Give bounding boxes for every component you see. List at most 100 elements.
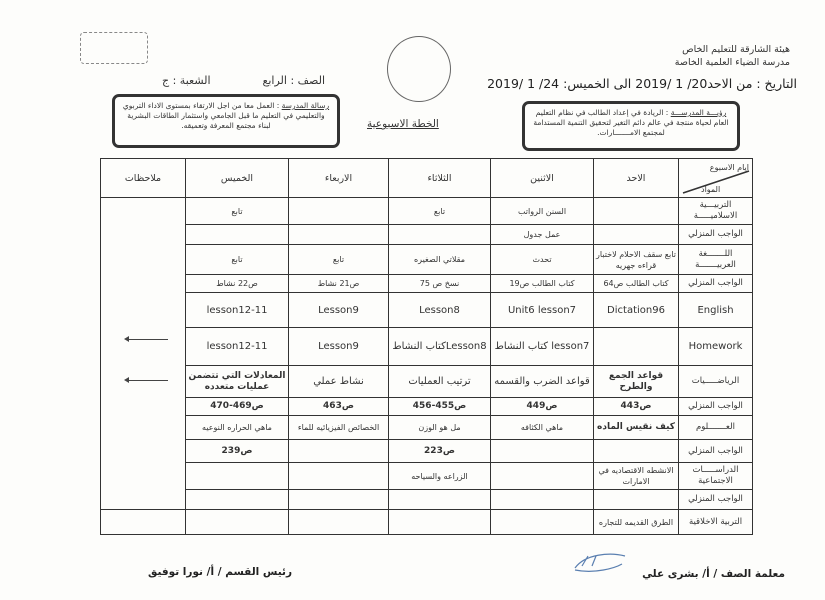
table-row: الواجب المنزلي xyxy=(101,489,753,510)
notes-cell xyxy=(100,197,186,510)
vision-text: : الريادة في إعداد الطالب في نظام التعلي… xyxy=(533,108,729,137)
plan-cell: تابع xyxy=(388,197,491,225)
section: الشعبة : ج xyxy=(162,74,211,87)
plan-cell: Lesson9 xyxy=(288,292,389,328)
school-logo xyxy=(387,36,451,102)
table-row: الواجب المنزلي عمل جدول xyxy=(101,224,753,245)
authority-name: هيئة الشارقة للتعليم الخاص xyxy=(682,44,790,55)
table-row: العـــــــلوم كيف نقيس الماده ماهي الكثافه… xyxy=(101,415,753,440)
subject-cell: التربية الاخلاقية xyxy=(678,509,753,535)
diagonal-line xyxy=(682,170,750,194)
notes-cell xyxy=(100,509,186,535)
table-header-row: ايام الاسبوع المواد الاحد الاثنين الثلاث… xyxy=(100,158,753,198)
plan-cell: كيف نقيس الماده xyxy=(593,415,679,440)
day-header: الاربعاء xyxy=(288,158,389,198)
table-row: الدراســـــات الاجتماعية الانشطه الاقتصاد… xyxy=(101,462,753,490)
plan-cell: مقلاتي الصغيره xyxy=(388,244,491,275)
plan-cell xyxy=(490,489,594,510)
plan-cell xyxy=(288,439,389,463)
plan-cell: Lesson8كتاب النشاط xyxy=(388,327,491,366)
plan-cell: نسخ ص 75 xyxy=(388,274,491,293)
plan-cell: Lesson8 xyxy=(388,292,491,328)
plan-cell: ترتيب العمليات xyxy=(388,365,491,398)
plan-cell xyxy=(490,439,594,463)
table-row: الواجب المنزلي ص223 ص239 xyxy=(101,439,753,463)
plan-cell: تابع سقف الاحلام لاختبار قراءه جهريه xyxy=(593,244,679,275)
plan-cell: ص443 xyxy=(593,397,679,416)
plan-cell xyxy=(288,462,389,490)
plan-cell xyxy=(593,197,679,225)
plan-cell xyxy=(388,509,491,535)
plan-cell: كتاب الطالب ص64 xyxy=(593,274,679,293)
plan-cell: عمل جدول xyxy=(490,224,594,245)
vision-box: رؤيـــة المدرســـة : الريادة في إعداد ال… xyxy=(522,101,740,151)
plan-cell: ماهي الحراره النوعيه xyxy=(185,415,289,440)
subject-cell: English xyxy=(678,292,753,328)
table-row: التربية الاخلاقية الطرق القديمه للتجاره xyxy=(100,509,753,535)
subject-cell: التربيـــية الاسلاميـــــة xyxy=(678,197,753,225)
plan-cell: نشاط عملي xyxy=(288,365,389,398)
plan-cell: الخصائص الفيزيائيه للماء xyxy=(288,415,389,440)
plan-cell: قواعد الضرب والقسمه xyxy=(490,365,594,398)
arrow-left-icon xyxy=(124,377,168,383)
table-row: Homework lesson7 كتاب النشاط Lesson8كتاب ا… xyxy=(101,327,753,366)
grade: الصف : الرابع xyxy=(262,74,325,87)
subject-cell: اللـــــــغة العربيـــــــة xyxy=(678,244,753,275)
plan-cell: ص223 xyxy=(388,439,491,463)
plan-cell xyxy=(593,489,679,510)
school-name: مدرسة الضياء العلمية الخاصة xyxy=(674,57,790,68)
plan-cell: مل هو الوزن xyxy=(388,415,491,440)
subject-cell: الرياضـــــيات xyxy=(678,365,753,398)
notes-header: ملاحظات xyxy=(100,158,186,198)
plan-cell: lesson12-11 xyxy=(185,292,289,328)
plan-cell xyxy=(593,224,679,245)
plan-cell: lesson12-11 xyxy=(185,327,289,366)
plan-cell xyxy=(288,224,389,245)
plan-cell: الزراعه والسياحه xyxy=(388,462,491,490)
subject-cell: Homework xyxy=(678,327,753,366)
plan-cell xyxy=(185,462,289,490)
plan-cell xyxy=(185,224,289,245)
corner-subjects-label: المواد xyxy=(701,185,721,194)
vision-label: رؤيـــة المدرســـة xyxy=(670,108,727,117)
head-of-department-line: رئيس القسم / أ/ نورا توفيق xyxy=(148,566,293,578)
plan-cell: ص22 نشاط xyxy=(185,274,289,293)
plan-cell xyxy=(490,509,594,535)
plan-cell: الانشطه الاقتصاديه في الامارات xyxy=(593,462,679,490)
subject-cell: الدراســـــات الاجتماعية xyxy=(678,462,753,490)
plan-cell xyxy=(288,197,389,225)
day-header: الاحد xyxy=(593,158,679,198)
table-row: English Dictation96 Unit6 lesson7 Lesson8 Le… xyxy=(101,292,753,328)
plan-cell: قواعد الجمع والطرح xyxy=(593,365,679,398)
plan-cell: المعادلات التي تتضمن عمليات متعدده xyxy=(185,365,289,398)
plan-cell: الطرق القديمه للتجاره xyxy=(593,509,679,535)
corner-cell: ايام الاسبوع المواد xyxy=(678,158,753,198)
plan-cell: ص449 xyxy=(490,397,594,416)
table-row: اللـــــــغة العربيـــــــة تابع سقف الاح… xyxy=(101,244,753,275)
subject-cell: العـــــــلوم xyxy=(678,415,753,440)
plan-cell: Dictation96 xyxy=(593,292,679,328)
corner-days-label: ايام الاسبوع xyxy=(709,163,749,172)
plan-cell: ماهي الكثافه xyxy=(490,415,594,440)
day-header: الثلاثاء xyxy=(388,158,491,198)
plan-cell: ص21 نشاط xyxy=(288,274,389,293)
plan-cell: lesson7 كتاب النشاط xyxy=(490,327,594,366)
plan-cell: تابع xyxy=(185,197,289,225)
date-range: التاريخ : من الاحد20/ 1 /2019 الى الخميس… xyxy=(487,76,797,91)
plan-cell xyxy=(388,489,491,510)
subject-cell: الواجب المنزلي xyxy=(678,489,753,510)
handwritten-signature xyxy=(574,553,626,572)
plan-cell xyxy=(593,439,679,463)
mission-text: : العمل معا من اجل الارتقاء بمستوى الادا… xyxy=(122,101,325,130)
plan-cell: السنن الرواتب xyxy=(490,197,594,225)
plan-cell: كتاب الطالب ص19 xyxy=(490,274,594,293)
school-header: هيئة الشارقة للتعليم الخاص مدرسة الضياء … xyxy=(675,43,790,69)
plan-cell: ص469-470 xyxy=(185,397,289,416)
day-header: الاثنين xyxy=(490,158,594,198)
plan-cell: ص455-456 xyxy=(388,397,491,416)
subject-cell: الواجب المنزلي xyxy=(678,274,753,293)
plan-cell xyxy=(185,489,289,510)
weekly-plan-table: ايام الاسبوع المواد الاحد الاثنين الثلاث… xyxy=(100,158,753,535)
plan-cell: تابع xyxy=(288,244,389,275)
subject-cell: الواجب المنزلي xyxy=(678,439,753,463)
